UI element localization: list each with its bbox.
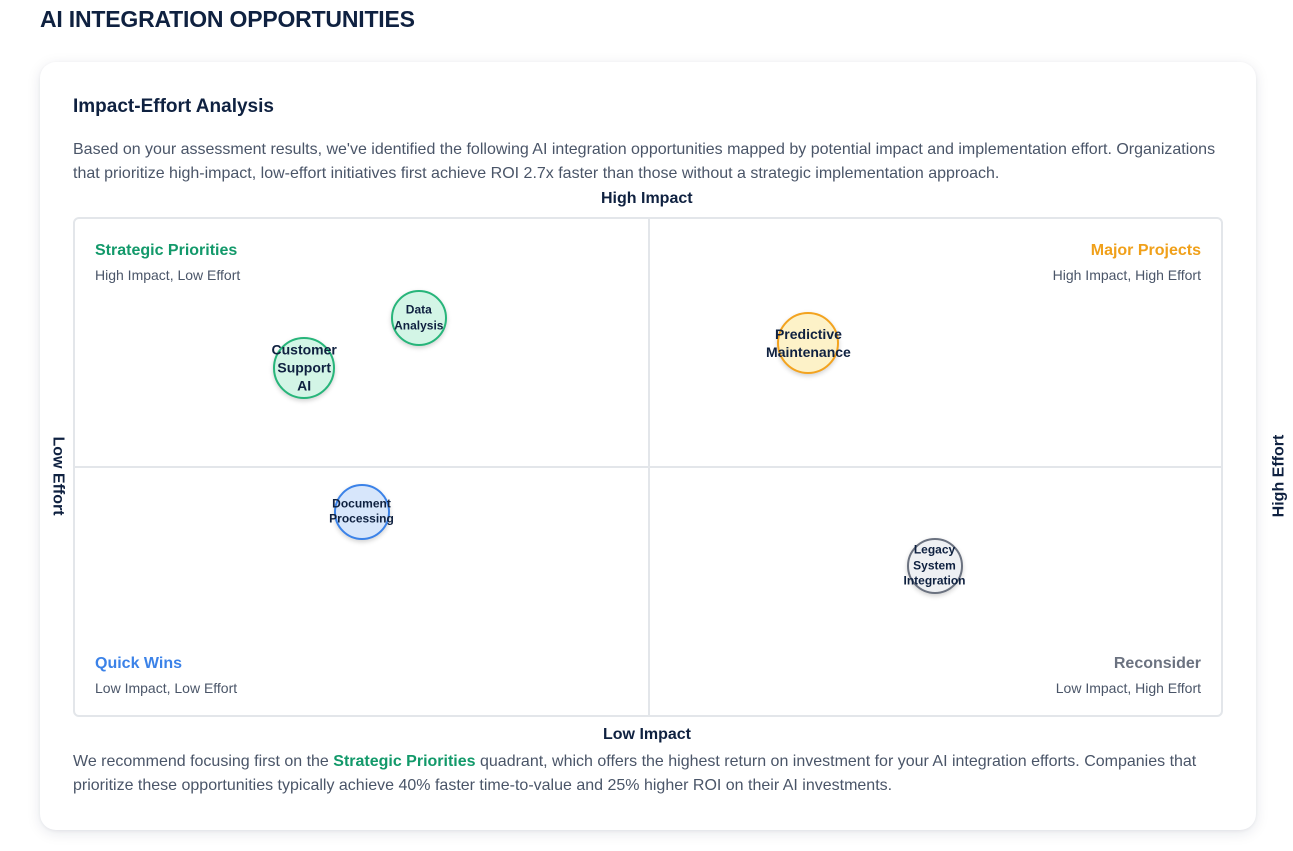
opportunity-bubble-legacy-system-integration[interactable]: [906, 538, 963, 595]
opportunity-bubble-document-processing[interactable]: [333, 483, 390, 540]
card-title: Impact-Effort Analysis: [73, 96, 274, 117]
axis-label-low-impact: Low Impact: [603, 726, 692, 743]
opportunity-label-customer-support-ai: Customer Support AI: [271, 341, 337, 394]
quadrant-strategic-priorities-subtitle: High Impact, Low Effort: [95, 267, 241, 283]
horizontal-divider: [75, 466, 1221, 468]
recommendation-text-start: We recommend focusing first on the: [73, 753, 334, 770]
opportunity-label-legacy-system-integration: Legacy System Integration: [903, 542, 966, 588]
impact-effort-card: Impact-Effort Analysis Based on your ass…: [40, 62, 1287, 830]
recommendation-highlight: Strategic Priorities: [333, 753, 476, 770]
quadrant-major-projects-subtitle: High Impact, High Effort: [1052, 267, 1201, 283]
quadrant-reconsider-subtitle: Low Impact, High Effort: [1055, 680, 1201, 696]
quadrant-major-projects-title: Major Projects: [1090, 242, 1201, 259]
opportunity-label-predictive-maintenance: Predictive Maintenance: [766, 325, 851, 360]
opportunity-bubble-data-analysis[interactable]: [390, 290, 447, 347]
opportunity-bubble-customer-support-ai[interactable]: [273, 336, 336, 399]
opportunity-bubble-predictive-maintenance[interactable]: [777, 312, 840, 374]
quadrant-quick-wins-subtitle: Low Impact, Low Effort: [95, 680, 238, 696]
axis-label-low-effort: Low Effort: [49, 436, 67, 516]
recommendation-text-end: quadrant, which offers the highest retur…: [73, 753, 1197, 794]
recommendation-text: We recommend focusing first on the Strat…: [73, 750, 1223, 798]
quadrant-reconsider-title: Reconsider: [1113, 655, 1201, 672]
opportunity-label-document-processing: Document Processing: [329, 496, 394, 526]
opportunity-label-data-analysis: Data Analysis: [394, 302, 444, 333]
quadrant-quick-wins-title: Quick Wins: [95, 655, 182, 672]
axis-label-high-effort: High Effort: [1270, 434, 1288, 518]
quadrant-strategic-priorities-title: Strategic Priorities: [95, 242, 238, 259]
axis-label-high-impact: High Impact: [601, 190, 693, 207]
impact-effort-matrix: Strategic Priorities High Impact, Low Ef…: [73, 217, 1223, 717]
intro-text: Based on your assessment results, we've …: [73, 141, 1216, 182]
page-title: AI INTEGRATION OPPORTUNITIES: [40, 6, 415, 32]
